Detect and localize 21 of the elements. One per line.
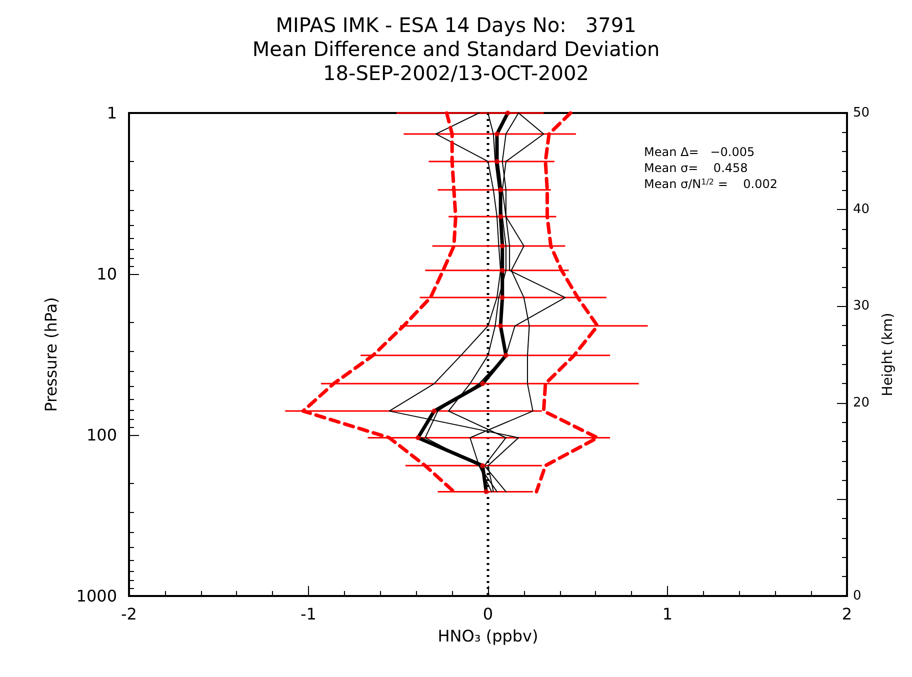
- y-tick-label: 1: [106, 104, 117, 122]
- chart-subtitle: Mean Difference and Standard Deviation 18-SEP-2002/13-OCT-2002: [252, 37, 660, 85]
- y-tick-label: 1000: [76, 586, 117, 606]
- x-axis-title: HNO₃ (ppbv): [438, 626, 538, 646]
- y2-tick-label: 0: [853, 588, 862, 604]
- y2-tick-label: 40: [853, 202, 870, 218]
- y-axis-title: Pressure (hPa): [42, 297, 60, 412]
- y-tick-label: 10: [96, 264, 117, 284]
- y2-tick-label: 20: [853, 395, 870, 410]
- y2-tick-label: 30: [853, 298, 870, 314]
- x-tick-label: -1: [300, 604, 316, 624]
- annotation: Mean Δ= −0.005: [644, 145, 755, 159]
- x-tick-label: 2: [842, 604, 852, 624]
- annotation: Mean σ= 0.458: [644, 161, 748, 175]
- y2-axis-title: Height (km): [880, 312, 896, 396]
- x-tick-label: -2: [121, 604, 137, 624]
- y2-tick-label: 50: [853, 106, 870, 120]
- y-tick-label: 100: [86, 426, 117, 444]
- x-tick-label: 0: [482, 604, 494, 624]
- x-tick-label: 1: [662, 604, 673, 624]
- chart-title: MIPAS IMK - ESA 14 Days No: 3791: [276, 13, 636, 37]
